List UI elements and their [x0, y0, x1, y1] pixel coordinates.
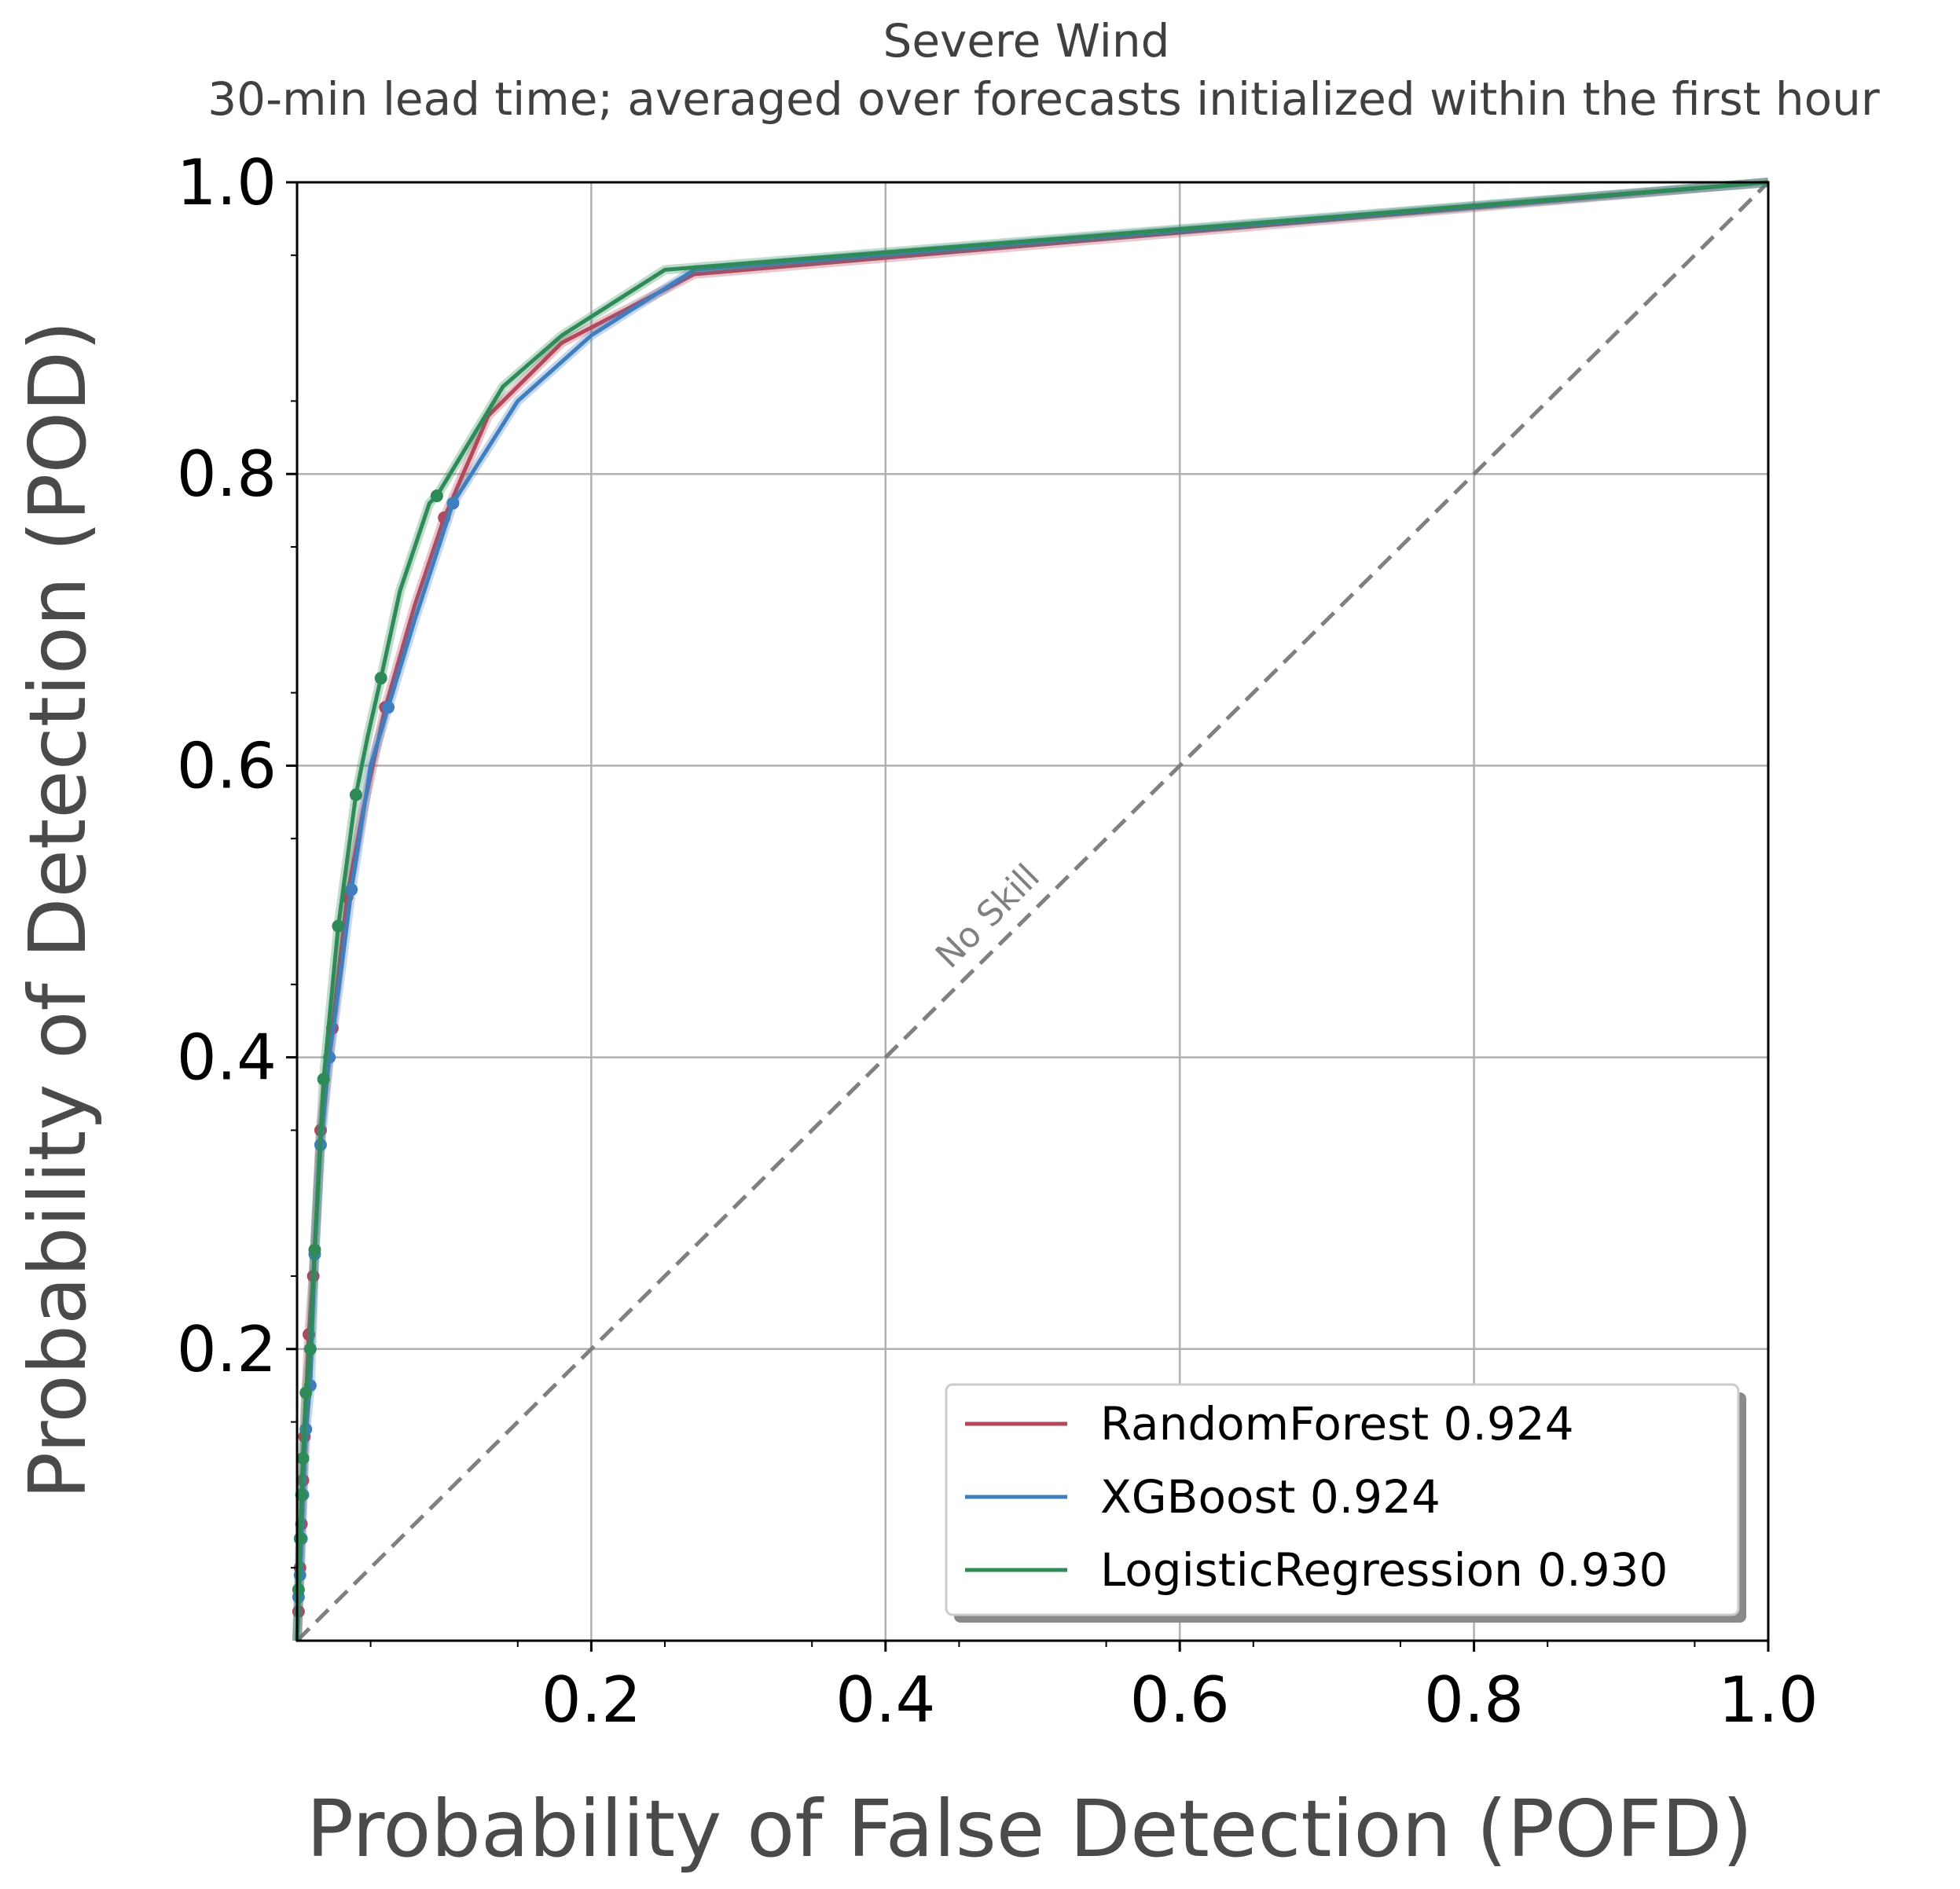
chart-title: Severe Wind [883, 14, 1170, 68]
x-tick-label-3: 0.8 [1424, 1663, 1524, 1737]
series-2-point-11 [430, 490, 443, 503]
series-1-point-11 [446, 497, 460, 510]
plot-frame [295, 181, 1770, 1642]
series-2-point-1 [293, 1532, 306, 1546]
y-tick-label-4: 1.0 [177, 146, 277, 219]
series-2-point-4 [299, 1386, 313, 1399]
chart-subtitle: 30-min lead time; averaged over forecast… [207, 72, 1880, 126]
legend-label-2: LogisticRegression 0.930 [1100, 1543, 1668, 1597]
legend-box [945, 1383, 1740, 1616]
x-axis-label: Probability of False Detection (POFD) [306, 1783, 1753, 1875]
legend: RandomForest 0.924 XGBoost 0.924 LogisticR… [945, 1383, 1746, 1623]
series-2-point-8 [332, 919, 345, 933]
y-tick-label-2: 0.6 [177, 729, 277, 802]
series-2-point-5 [303, 1342, 317, 1355]
legend-label-0: RandomForest 0.924 [1100, 1397, 1574, 1451]
series-2-point-3 [296, 1452, 310, 1465]
x-tick-label-0: 0.2 [541, 1663, 641, 1737]
series-2-point-0 [292, 1583, 305, 1597]
series-2-point-7 [317, 1073, 330, 1086]
x-tick-label-1: 0.4 [835, 1663, 935, 1737]
series-2-point-6 [308, 1243, 321, 1256]
y-tick-label-0: 0.2 [177, 1313, 277, 1386]
series-1-point-9 [345, 883, 358, 897]
x-tick-label-4: 1.0 [1718, 1663, 1818, 1737]
series-2-point-10 [374, 672, 387, 685]
x-tick-label-2: 0.6 [1130, 1663, 1230, 1737]
series-2-point-2 [295, 1488, 308, 1502]
y-tick-label-3: 0.8 [177, 438, 277, 511]
series-layer [292, 178, 1769, 1641]
series-2-point-9 [349, 788, 362, 801]
series-1-point-10 [382, 701, 395, 714]
legend-label-1: XGBoost 0.924 [1100, 1470, 1441, 1524]
no-skill-line [295, 181, 1770, 1642]
y-tick-label-1: 0.4 [177, 1022, 277, 1095]
y-axis-label: Probability of Detection (POD) [12, 321, 104, 1499]
axis-ticks: 0.2 0.4 0.6 0.8 1.0 0.2 0.4 0.6 0.8 1.0 [177, 146, 1819, 1737]
